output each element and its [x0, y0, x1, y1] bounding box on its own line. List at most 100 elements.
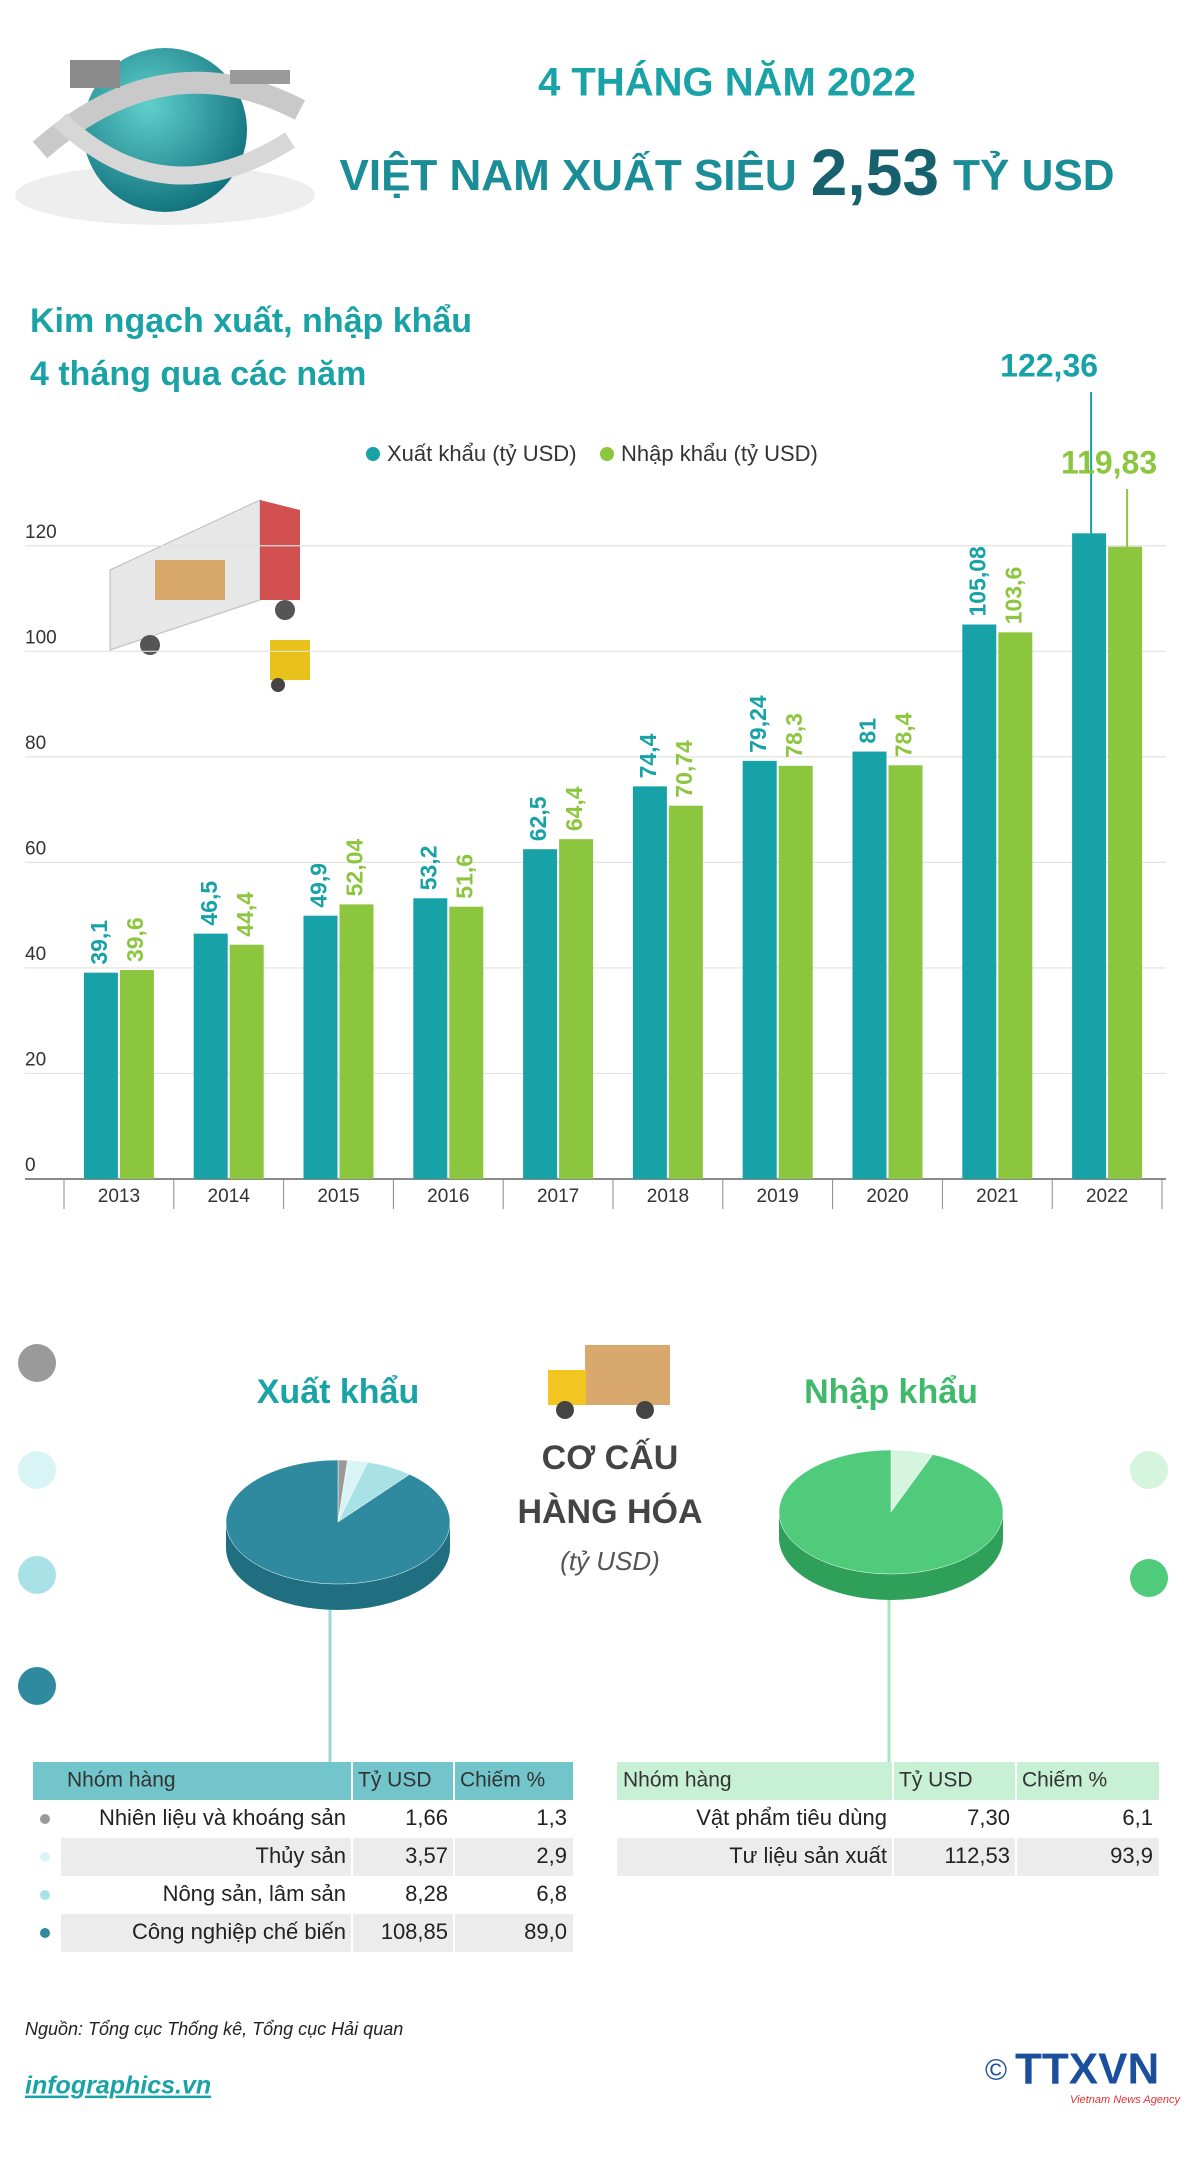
y-tick-label: 0: [25, 1155, 36, 1176]
y-tick-label: 40: [25, 944, 46, 965]
y-tick-label: 80: [25, 733, 46, 754]
value-label: 51,6: [451, 854, 477, 899]
x-tick-label: 2016: [427, 1186, 469, 1207]
chart-title: Kim ngạch xuất, nhập khẩu: [30, 302, 472, 340]
title-line1: 4 THÁNG NĂM 2022: [538, 60, 916, 105]
value-label: 53,2: [415, 846, 441, 891]
table-value: 7,30: [967, 1805, 1010, 1830]
y-tick-label: 60: [25, 838, 46, 859]
table-header-bg: [33, 1762, 573, 1800]
table-header: Nhóm hàng: [623, 1769, 732, 1792]
bar: [119, 970, 154, 1179]
row-icon: [40, 1814, 50, 1824]
table-value: 112,53: [944, 1843, 1010, 1868]
truck-illustration: [109, 499, 310, 692]
pie-title: Xuất khẩu: [257, 1373, 419, 1411]
row-icon: [40, 1928, 50, 1938]
value-label: 70,74: [671, 740, 697, 798]
globe-illustration: [15, 48, 315, 225]
legend-label: Xuất khẩu (tỷ USD): [387, 441, 577, 466]
bar: [1072, 533, 1107, 1179]
table-share: 93,9: [1110, 1843, 1153, 1868]
bar: [742, 760, 777, 1179]
site-link[interactable]: infographics.vn: [25, 2072, 211, 2100]
value-label: 74,4: [635, 733, 661, 778]
x-tick-label: 2015: [317, 1186, 359, 1207]
legend-marker: [600, 447, 614, 461]
table-share: 1,3: [536, 1805, 567, 1830]
legend-marker: [18, 1667, 56, 1705]
table-row-bg: [617, 1838, 1159, 1876]
bar: [1108, 546, 1143, 1179]
table-row-bg: [61, 1838, 573, 1876]
copyright: ©: [985, 2054, 1007, 2087]
title-number: 2,53: [811, 135, 939, 209]
table-share: 2,9: [536, 1843, 567, 1868]
bar: [449, 906, 484, 1179]
value-label: 44,4: [232, 892, 258, 937]
legend-marker: [18, 1344, 56, 1382]
bar: [668, 805, 703, 1179]
value-label: 103,6: [1000, 567, 1026, 625]
value-label: 78,4: [891, 712, 917, 757]
title-text: VIỆT NAM XUẤT SIÊU: [340, 150, 797, 200]
table-value: 3,57: [405, 1843, 448, 1868]
row-icon: [40, 1890, 50, 1900]
value-label: 79,24: [745, 695, 771, 753]
row-icon: [40, 1852, 50, 1862]
legend-marker: [18, 1556, 56, 1594]
x-tick-label: 2013: [98, 1186, 140, 1207]
table-category: Công nghiệp chế biến: [132, 1919, 346, 1944]
value-label: 39,6: [122, 917, 148, 962]
bar: [339, 904, 374, 1179]
bar: [83, 972, 118, 1179]
x-tick-label: 2022: [1086, 1186, 1128, 1207]
table-share: 89,0: [524, 1919, 567, 1944]
value-label: 105,08: [964, 546, 990, 617]
y-tick-label: 100: [25, 627, 57, 648]
value-label: 122,36: [1000, 347, 1098, 383]
bar: [193, 933, 228, 1179]
value-label: 62,5: [525, 796, 551, 841]
bar: [559, 839, 594, 1179]
logo-sub: Vietnam News Agency: [1070, 2094, 1182, 2106]
value-label: 52,04: [342, 839, 368, 897]
legend-marker: [1130, 1559, 1168, 1597]
title-unit: TỶ USD: [953, 150, 1114, 200]
table-header: Chiếm %: [460, 1769, 545, 1792]
x-tick-label: 2014: [208, 1186, 251, 1207]
bar: [632, 786, 667, 1179]
bar: [778, 765, 813, 1179]
table-category: Nông sản, lâm sản: [163, 1881, 346, 1906]
bar: [852, 751, 887, 1179]
chart-subtitle: 4 tháng qua các năm: [30, 355, 366, 393]
value-label: 119,83: [1061, 444, 1157, 480]
bar: [303, 915, 338, 1179]
center-title: HÀNG HÓA: [517, 1493, 702, 1531]
bar: [888, 765, 923, 1179]
x-tick-label: 2021: [976, 1186, 1018, 1207]
table-share: 6,1: [1122, 1805, 1153, 1830]
table-category: Vật phẩm tiêu dùng: [696, 1805, 887, 1830]
table-row-bg: [61, 1914, 573, 1952]
table-header: Chiếm %: [1022, 1769, 1107, 1792]
pie-title: Nhập khẩu: [804, 1373, 978, 1411]
table-header: Tỷ USD: [899, 1769, 973, 1792]
table-value: 1,66: [405, 1805, 448, 1830]
table-category: Thủy sản: [256, 1843, 347, 1868]
x-tick-label: 2018: [647, 1186, 689, 1207]
x-tick-label: 2020: [866, 1186, 908, 1207]
table-value: 8,28: [405, 1881, 448, 1906]
logo: TTXVN: [1015, 2045, 1159, 2094]
value-label: 81: [855, 718, 881, 744]
table-header-bg: [617, 1762, 1159, 1800]
source: Nguồn: Tổng cục Thống kê, Tổng cục Hải q…: [25, 2019, 403, 2039]
x-tick-label: 2017: [537, 1186, 579, 1207]
y-tick-label: 20: [25, 1049, 46, 1070]
legend-marker: [1130, 1451, 1168, 1489]
table-header: Tỷ USD: [358, 1769, 432, 1792]
table-share: 6,8: [536, 1881, 567, 1906]
value-label: 49,9: [306, 863, 332, 908]
y-tick-label: 120: [25, 522, 57, 543]
